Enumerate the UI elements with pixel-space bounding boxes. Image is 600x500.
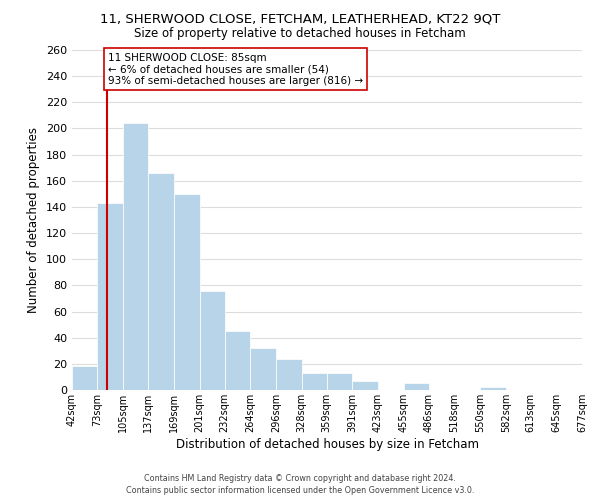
- Bar: [250, 348, 276, 390]
- Bar: [122, 123, 148, 390]
- Text: 11, SHERWOOD CLOSE, FETCHAM, LEATHERHEAD, KT22 9QT: 11, SHERWOOD CLOSE, FETCHAM, LEATHERHEAD…: [100, 12, 500, 26]
- Bar: [200, 290, 224, 390]
- Bar: [224, 331, 250, 390]
- Text: Size of property relative to detached houses in Fetcham: Size of property relative to detached ho…: [134, 28, 466, 40]
- Text: Contains HM Land Registry data © Crown copyright and database right 2024.
Contai: Contains HM Land Registry data © Crown c…: [126, 474, 474, 495]
- Bar: [582, 388, 600, 390]
- Text: 11 SHERWOOD CLOSE: 85sqm
← 6% of detached houses are smaller (54)
93% of semi-de: 11 SHERWOOD CLOSE: 85sqm ← 6% of detache…: [108, 52, 363, 86]
- Bar: [404, 384, 428, 390]
- Bar: [148, 173, 174, 390]
- X-axis label: Distribution of detached houses by size in Fetcham: Distribution of detached houses by size …: [176, 438, 479, 450]
- Bar: [97, 203, 122, 390]
- Bar: [326, 373, 352, 390]
- Bar: [72, 366, 97, 390]
- Bar: [352, 381, 378, 390]
- Bar: [276, 358, 302, 390]
- Bar: [302, 373, 326, 390]
- Bar: [480, 388, 506, 390]
- Bar: [174, 194, 200, 390]
- Y-axis label: Number of detached properties: Number of detached properties: [28, 127, 40, 313]
